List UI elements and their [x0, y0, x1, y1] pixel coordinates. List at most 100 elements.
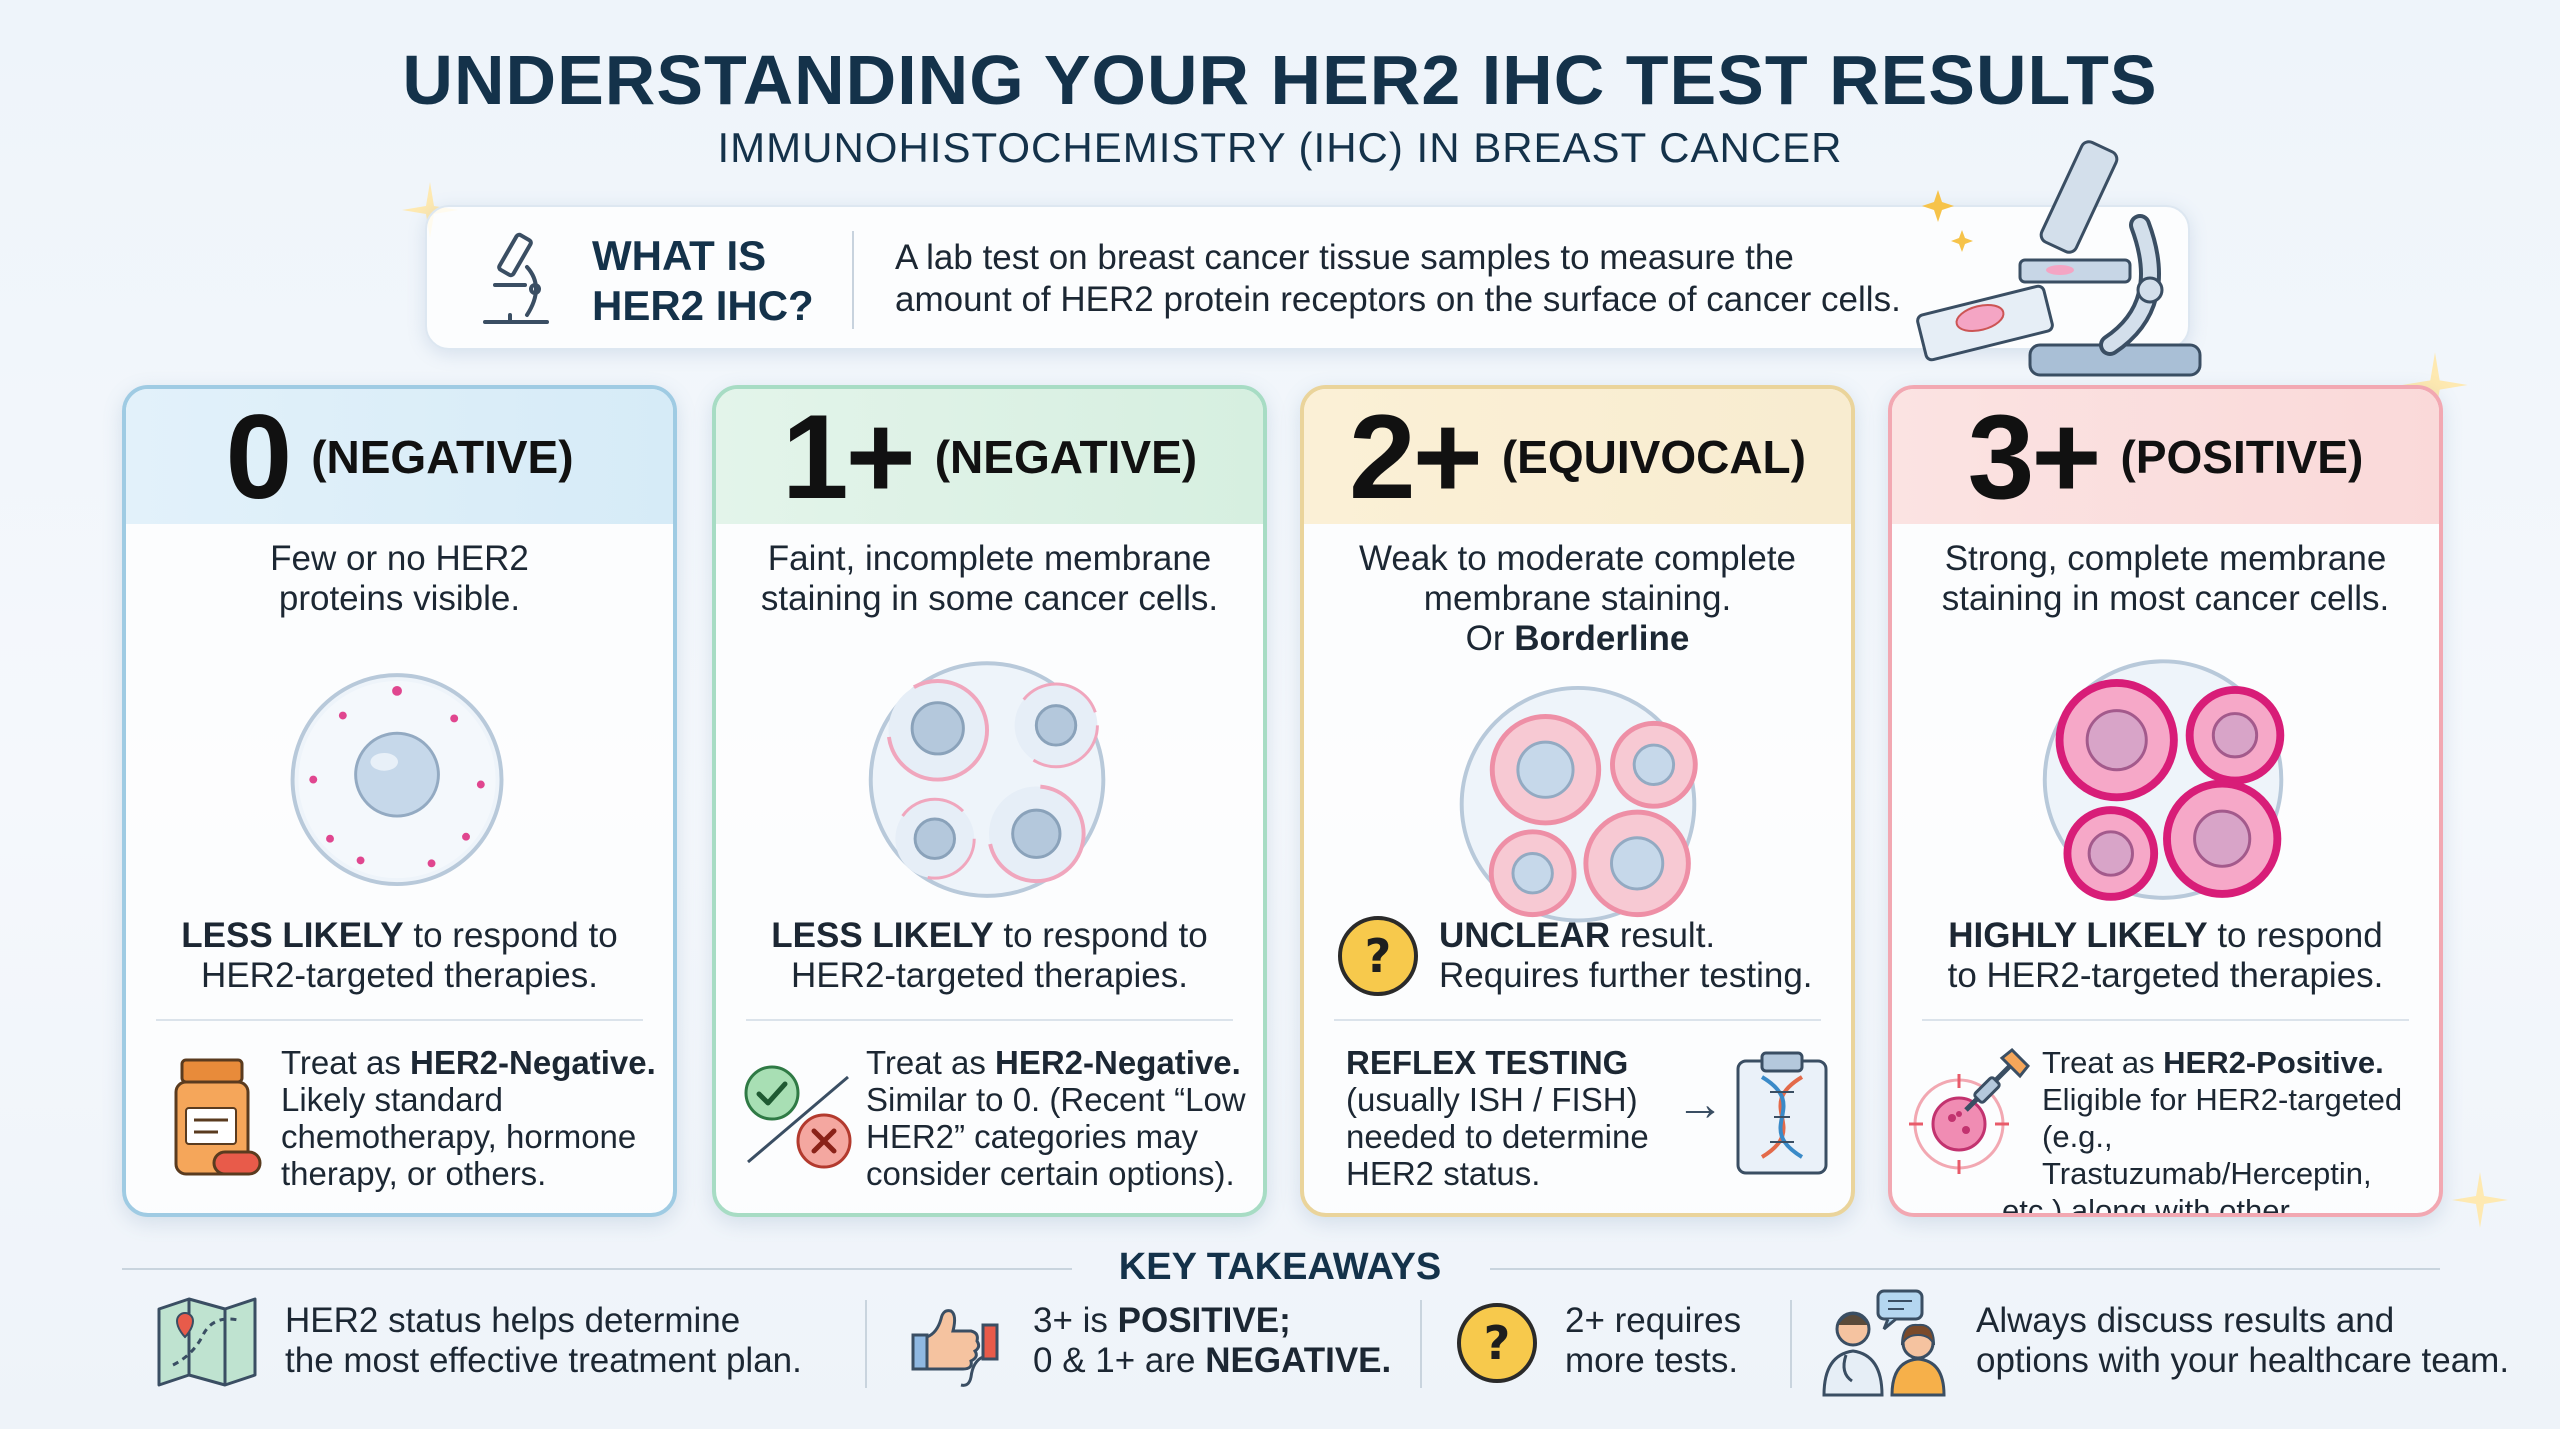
treatment-text: Treat as HER2-Negative. Similar to 0. (R… [866, 1044, 1246, 1192]
what-is-her2-panel: WHAT IS HER2 IHC? A lab test on breast c… [425, 205, 2190, 350]
score-value: 2+ [1349, 389, 1483, 524]
treat-prefix: Treat as [866, 1044, 995, 1081]
score-status: (NEGATIVE) [934, 430, 1198, 483]
likely-line2: Requires further testing. [1439, 956, 1813, 995]
treat-line2: Likely standard [281, 1081, 503, 1118]
score-value: 1+ [781, 389, 916, 524]
takeaway-line1-prefix: 3+ is [1033, 1301, 1118, 1340]
takeaway-line2-prefix: 0 & 1+ are [1033, 1341, 1206, 1380]
what-is-description: A lab test on breast cancer tissue sampl… [895, 237, 1995, 321]
treat-bold: HER2-Positive. [2163, 1045, 2384, 1080]
divider [156, 1019, 643, 1021]
result-card-2plus: 2+ (EQUIVOCAL) Weak to moderate complete… [1300, 385, 1855, 1217]
takeaway-line1: Always discuss results and [1976, 1301, 2395, 1340]
treat-bold: HER2-Negative. [410, 1044, 656, 1081]
card-header: 3+ (POSITIVE) [1892, 389, 2439, 524]
treatment-text: REFLEX TESTING (usually ISH / FISH) need… [1346, 1044, 1649, 1192]
pill-bottle-icon [174, 1058, 262, 1176]
treat-bold: REFLEX TESTING [1346, 1044, 1629, 1081]
desc-line2: staining in some cancer cells. [760, 579, 1219, 618]
cell-illustration [868, 661, 1106, 898]
divider [1490, 1268, 2440, 1270]
takeaway-line1: 2+ requires [1565, 1301, 1742, 1340]
divider [865, 1300, 867, 1388]
takeaway-item: Always discuss results and options with … [1818, 1289, 2538, 1397]
likely-bold: LESS LIKELY [181, 916, 404, 955]
card-description: Weak to moderate complete membrane stain… [1324, 539, 1831, 659]
divider [746, 1019, 1233, 1021]
card-header: 1+ (NEGATIVE) [716, 389, 1263, 524]
card-header: 2+ (EQUIVOCAL) [1304, 389, 1851, 524]
sparkle-icon [402, 182, 458, 238]
takeaway-item: ? 2+ requires more tests. [1455, 1295, 1785, 1395]
treat-line3: needed to determine [1346, 1118, 1649, 1155]
desc-line3-prefix: Or [1465, 619, 1515, 658]
cell-illustration [290, 673, 504, 887]
likely-line2: HER2-targeted therapies. [791, 956, 1188, 995]
microscope-icon [483, 232, 549, 324]
treatment-text: Treat as HER2-Positive. Eligible for HER… [2002, 1044, 2439, 1213]
page-subtitle: IMMUNOHISTOCHEMISTRY (IHC) IN BREAST CAN… [717, 124, 1843, 171]
takeaway-line2: the most effective treatment plan. [285, 1341, 802, 1380]
takeaway-item: HER2 status helps determine the most eff… [155, 1295, 855, 1395]
doctor-patient-icon [1822, 1289, 1946, 1397]
desc-line1: Strong, complete membrane [1944, 539, 2387, 578]
likely-bold: LESS LIKELY [771, 916, 994, 955]
treat-line3: HER2” categories may [866, 1118, 1198, 1155]
cell-illustration [1459, 685, 1698, 923]
divider [852, 231, 854, 329]
divider [1420, 1300, 1422, 1388]
arrow-icon: → [1676, 1078, 1724, 1131]
desc-line1: Faint, incomplete membrane [767, 539, 1212, 578]
takeaway-item: 3+ is POSITIVE; 0 & 1+ are NEGATIVE. [905, 1295, 1425, 1395]
what-is-title-line1: WHAT IS [592, 232, 767, 279]
divider [1922, 1019, 2409, 1021]
thumbs-up-down-icon [911, 1309, 999, 1387]
desc-line1: Few or no HER2 [270, 539, 529, 578]
treat-line3: (e.g., Trastuzumab/Herceptin, [2042, 1119, 2372, 1191]
score-status: (POSITIVE) [2120, 430, 2364, 483]
what-is-title: WHAT IS HER2 IHC? [592, 231, 852, 331]
treat-line4: consider certain options). [866, 1155, 1235, 1192]
sparkle-icon [2402, 352, 2468, 418]
map-icon [157, 1297, 257, 1387]
score-value: 0 [225, 389, 292, 524]
response-likelihood: HIGHLY LIKELY to respond to HER2-targete… [1912, 916, 2419, 996]
question-icon: ? [1457, 1303, 1537, 1383]
what-is-text-line2: amount of HER2 protein receptors on the … [895, 280, 1901, 319]
score-value: 3+ [1967, 389, 2102, 524]
takeaway-line2: more tests. [1565, 1341, 1739, 1380]
treat-line4: HER2 status. [1346, 1155, 1541, 1192]
treat-line2: Similar to 0. (Recent “Low [866, 1081, 1246, 1118]
takeaway-line1: HER2 status helps determine [285, 1301, 741, 1340]
svg-text:?: ? [1484, 1316, 1511, 1370]
card-description: Faint, incomplete membrane staining in s… [736, 539, 1243, 619]
divider [1334, 1019, 1821, 1021]
divider [122, 1268, 1072, 1270]
sparkle-icon [2452, 1172, 2508, 1228]
treat-prefix: Treat as [2042, 1045, 2164, 1080]
response-likelihood: UNCLEAR result. Requires further testing… [1439, 916, 1831, 996]
what-is-text-line1: A lab test on breast cancer tissue sampl… [895, 238, 1794, 277]
treat-line3: chemotherapy, hormone [281, 1118, 637, 1155]
likely-rest: result. [1610, 916, 1716, 955]
targeted-therapy-icon [1909, 1047, 2031, 1174]
cell-illustration [2042, 659, 2285, 901]
takeaway-line2: options with your healthcare team. [1976, 1341, 2510, 1380]
score-status: (EQUIVOCAL) [1501, 430, 1806, 483]
takeaway-line1-bold: POSITIVE; [1117, 1301, 1291, 1340]
svg-text:?: ? [1365, 929, 1392, 983]
response-likelihood: LESS LIKELY to respond to HER2-targeted … [736, 916, 1243, 996]
card-description: Strong, complete membrane staining in mo… [1912, 539, 2419, 619]
key-takeaways-title: KEY TAKEAWAYS [1118, 1246, 1442, 1288]
likely-bold: HIGHLY LIKELY [1948, 916, 2208, 955]
check-cross-icon [744, 1065, 852, 1169]
treat-line2: (usually ISH / FISH) [1346, 1081, 1638, 1118]
treat-line4: therapy, or others. [281, 1155, 547, 1192]
treat-bold: HER2-Negative. [995, 1044, 1241, 1081]
desc-line2: membrane staining. [1423, 579, 1732, 618]
likely-line2: HER2-targeted therapies. [201, 956, 598, 995]
result-card-1plus: 1+ (NEGATIVE) Faint, incomplete membrane… [712, 385, 1267, 1217]
likely-bold: UNCLEAR [1439, 916, 1611, 955]
takeaway-line2-bold: NEGATIVE. [1205, 1341, 1392, 1380]
